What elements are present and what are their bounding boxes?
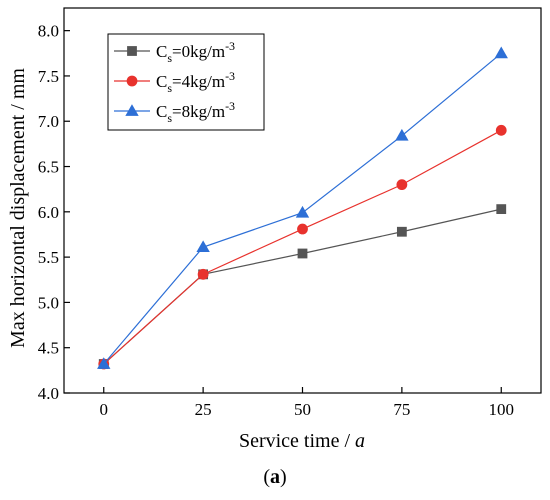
x-axis-title-main: Service time / (239, 430, 355, 452)
legend: Cs=0kg/m-3 Cs=4kg/m-3 Cs=8kg/m-3 (107, 33, 265, 131)
legend-marker (126, 75, 138, 87)
x-tick-label: 0 (100, 400, 109, 419)
caption-letter: a (270, 466, 280, 488)
data-point (295, 205, 310, 218)
legend-item: Cs=4kg/m-3 (114, 69, 235, 95)
data-point (196, 240, 210, 253)
series-triangle (97, 46, 508, 369)
legend-marker (127, 46, 137, 56)
y-tick-label: 7.0 (38, 112, 59, 131)
y-tick-label: 5.5 (38, 248, 59, 267)
x-tick-label: 25 (195, 400, 212, 419)
data-point (97, 357, 111, 369)
figure-caption: (a) (0, 466, 550, 489)
caption-close: ) (280, 466, 287, 488)
legend-marker (125, 104, 139, 116)
data-point (396, 226, 407, 237)
series-line (103, 129, 502, 365)
data-point (297, 248, 308, 259)
y-tick-label: 7.5 (38, 67, 59, 86)
legend-label: Cs=0kg/m-3 (156, 39, 235, 65)
legend-item: Cs=8kg/m-3 (114, 99, 235, 125)
series-circle (98, 124, 507, 370)
legend-item: Cs=0kg/m-3 (114, 39, 235, 65)
x-tick-label: 100 (489, 400, 515, 419)
data-point (495, 124, 507, 136)
y-axis-title: Max horizontal displacement / mm (7, 68, 29, 348)
data-point (197, 268, 209, 280)
y-tick-label: 5.0 (38, 293, 59, 312)
y-tick-label: 4.5 (38, 339, 59, 358)
data-point (494, 46, 508, 59)
y-tick-label: 6.5 (38, 158, 59, 177)
data-point (395, 128, 409, 141)
data-point (496, 204, 507, 215)
x-tick-label: 75 (393, 400, 410, 419)
y-tick-label: 8.0 (38, 22, 59, 41)
x-tick-label: 50 (294, 400, 311, 419)
legend-label: Cs=4kg/m-3 (156, 69, 235, 95)
caption-open: ( (263, 466, 270, 488)
x-axis-title-unit: a (355, 430, 365, 452)
y-tick-label: 4.0 (38, 384, 59, 403)
x-axis-title: Service time / a (239, 430, 365, 452)
line-chart: Max horizontal displacement / mm Service… (7, 7, 542, 452)
data-point (396, 179, 408, 191)
data-point (297, 223, 308, 235)
legend-label: Cs=8kg/m-3 (156, 99, 235, 125)
y-tick-label: 6.0 (38, 203, 59, 222)
